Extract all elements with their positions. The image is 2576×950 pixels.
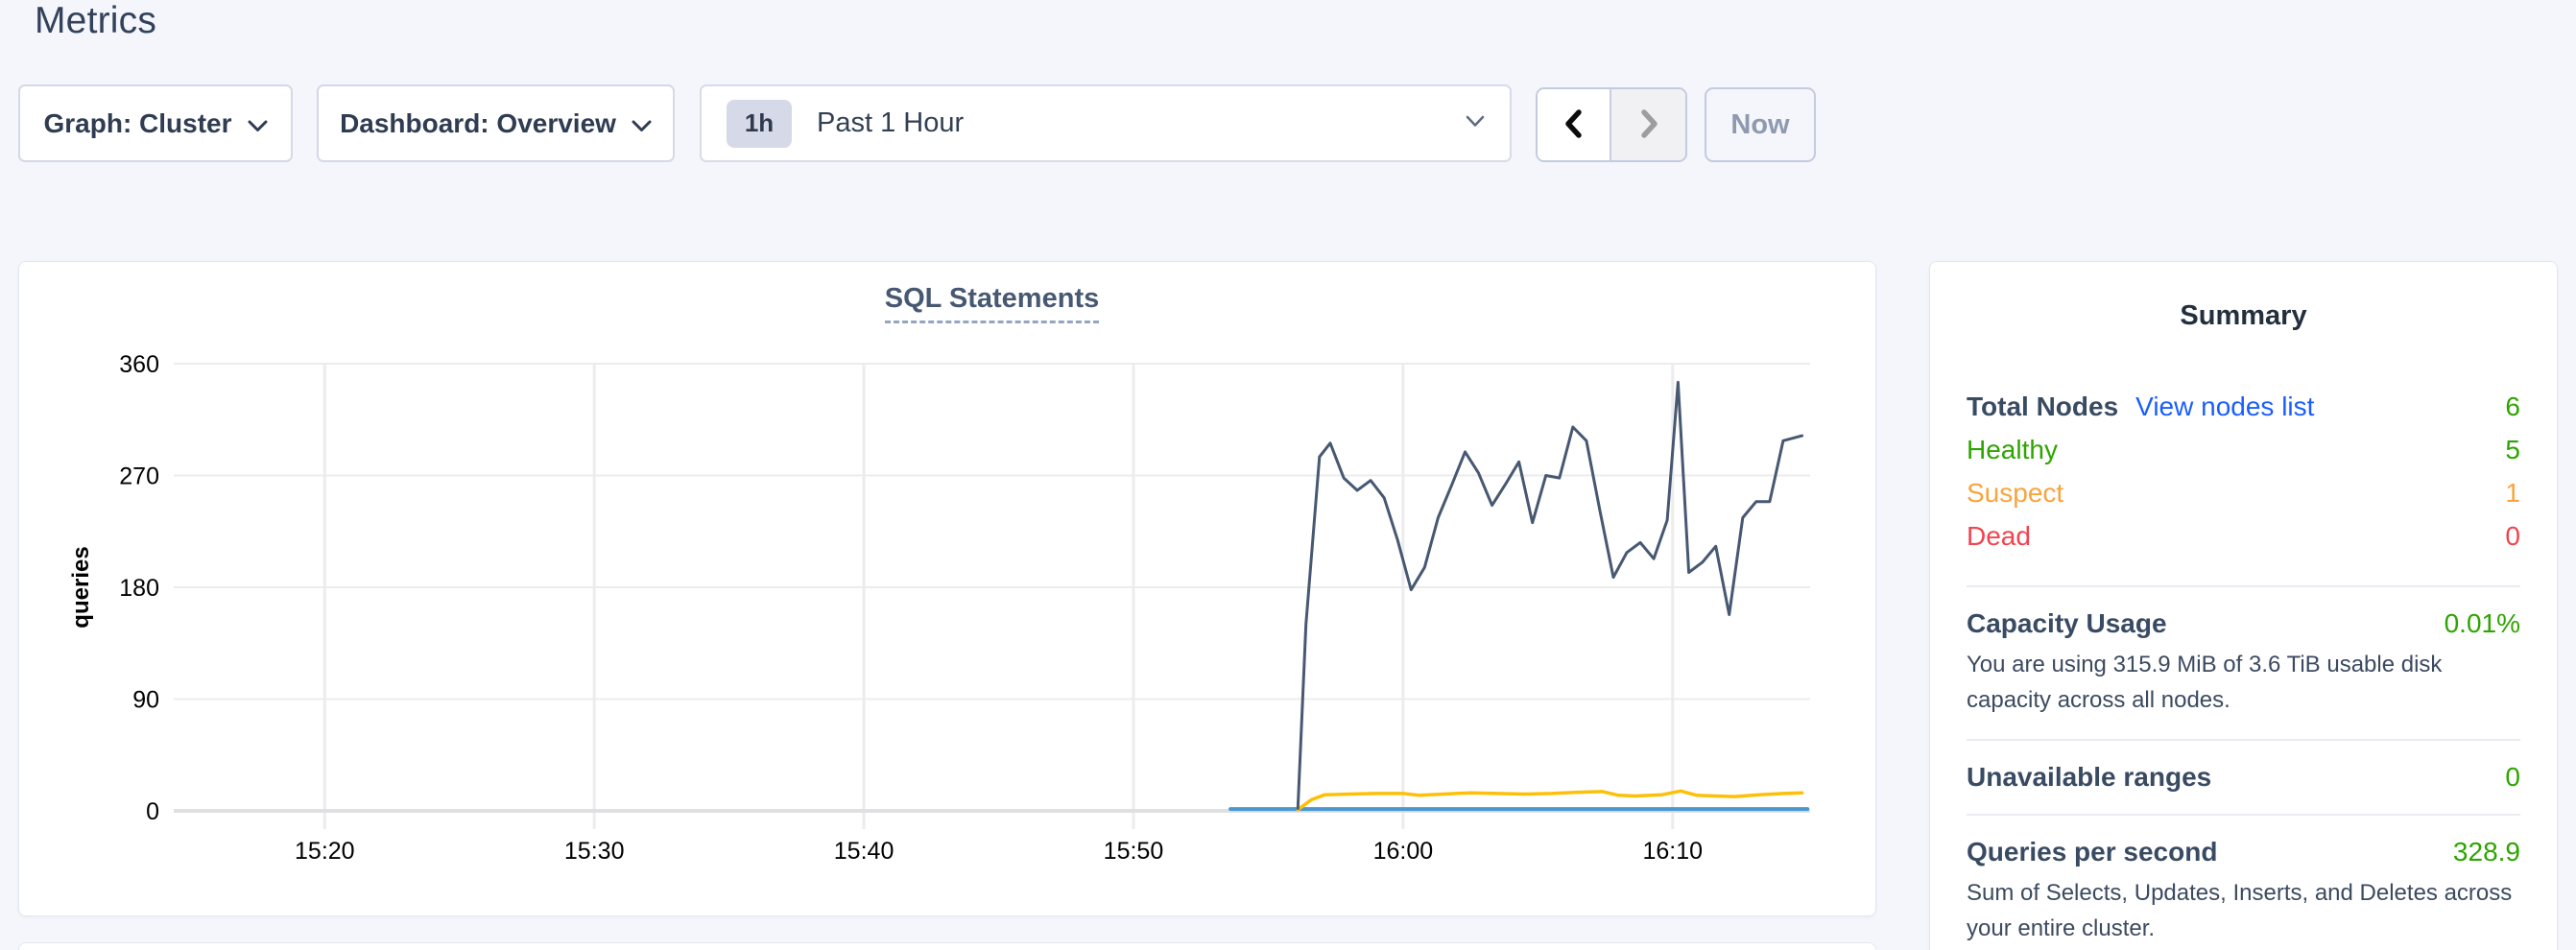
total-nodes-row: Total Nodes View nodes list 6 — [1967, 392, 2520, 435]
healthy-label: Healthy — [1967, 435, 2058, 464]
time-range-nav — [1536, 87, 1687, 162]
sql-statements-chart: 15:20 15:30 15:40 15:50 16:00 16:10 0 90 180 270 3… — [68, 351, 1810, 865]
capacity-usage-description: You are using 315.9 MiB of 3.6 TiB usabl… — [1967, 652, 2443, 713]
chart-title-text[interactable]: SQL Statements — [884, 283, 1100, 323]
svg-text:15:40: 15:40 — [834, 838, 894, 865]
capacity-usage-row: Capacity Usage 0.01% — [1967, 608, 2520, 639]
time-range-badge: 1h — [727, 99, 792, 148]
next-chart-card-sliver — [18, 942, 1876, 950]
capacity-usage-label: Capacity Usage — [1967, 608, 2167, 638]
queries-per-second-row: Queries per second 328.9 — [1967, 837, 2520, 867]
svg-text:360: 360 — [119, 351, 159, 378]
svg-text:15:50: 15:50 — [1104, 838, 1164, 865]
page-title: Metrics — [35, 0, 157, 41]
dead-label: Dead — [1967, 521, 2031, 551]
suspect-value: 1 — [2505, 478, 2520, 508]
svg-text:180: 180 — [119, 575, 159, 602]
time-range-selector[interactable]: 1h Past 1 Hour — [700, 84, 1512, 162]
svg-text:15:20: 15:20 — [295, 838, 355, 865]
nodes-block: Total Nodes View nodes list 6 Healthy 5 … — [1967, 392, 2520, 564]
queries-per-second-value: 328.9 — [2452, 837, 2520, 867]
view-nodes-list-link[interactable]: View nodes list — [2135, 392, 2315, 421]
chevron-left-icon — [1560, 107, 1588, 143]
capacity-usage-value: 0.01% — [2444, 608, 2520, 638]
svg-text:queries: queries — [68, 546, 94, 628]
queries-per-second-label: Queries per second — [1967, 837, 2218, 867]
suspect-label: Suspect — [1967, 478, 2064, 508]
suspect-nodes-row: Suspect 1 — [1967, 478, 2520, 521]
dead-value: 0 — [2505, 521, 2520, 551]
now-button[interactable]: Now — [1705, 87, 1816, 162]
dashboard-dropdown-label: Dashboard: Overview — [340, 107, 616, 138]
prev-range-button[interactable] — [1538, 89, 1611, 160]
healthy-nodes-row: Healthy 5 — [1967, 435, 2520, 478]
divider — [1967, 585, 2520, 587]
total-nodes-value: 6 — [2505, 392, 2520, 421]
dashboard-dropdown[interactable]: Dashboard: Overview — [317, 84, 675, 162]
series-yellow — [1296, 789, 1804, 812]
svg-text:16:00: 16:00 — [1373, 838, 1434, 865]
total-nodes-label: Total Nodes — [1967, 392, 2119, 421]
divider — [1967, 739, 2520, 741]
divider — [1967, 814, 2520, 816]
sql-statements-chart-card: SQL Statements 15:20 15:30 15:40 15:50 16:00… — [18, 261, 1876, 916]
svg-text:16:10: 16:10 — [1642, 838, 1703, 865]
unavailable-ranges-value: 0 — [2505, 762, 2520, 792]
time-range-label: Past 1 Hour — [817, 107, 965, 138]
svg-text:15:30: 15:30 — [564, 838, 625, 865]
chevron-down-icon — [1466, 115, 1485, 132]
series-dark-slate — [1296, 380, 1804, 810]
summary-title: Summary — [2180, 300, 2307, 331]
chevron-right-icon — [1634, 107, 1663, 143]
queries-per-second-description: Sum of Selects, Updates, Inserts, and De… — [1967, 880, 2513, 941]
dead-nodes-row: Dead 0 — [1967, 521, 2520, 564]
healthy-value: 5 — [2505, 435, 2520, 464]
next-range-button[interactable] — [1611, 89, 1685, 160]
chevron-down-icon — [248, 108, 268, 139]
graph-dropdown-label: Graph: Cluster — [43, 107, 232, 138]
graph-dropdown[interactable]: Graph: Cluster — [18, 84, 293, 162]
summary-panel: Summary Total Nodes View nodes list 6 He… — [1929, 261, 2558, 950]
svg-text:270: 270 — [119, 463, 159, 490]
svg-text:90: 90 — [132, 687, 159, 714]
unavailable-ranges-label: Unavailable ranges — [1967, 762, 2212, 792]
chart-title: SQL Statements — [174, 283, 1810, 323]
unavailable-ranges-row: Unavailable ranges 0 — [1967, 762, 2520, 793]
svg-text:0: 0 — [146, 798, 159, 825]
chevron-down-icon — [632, 108, 652, 139]
